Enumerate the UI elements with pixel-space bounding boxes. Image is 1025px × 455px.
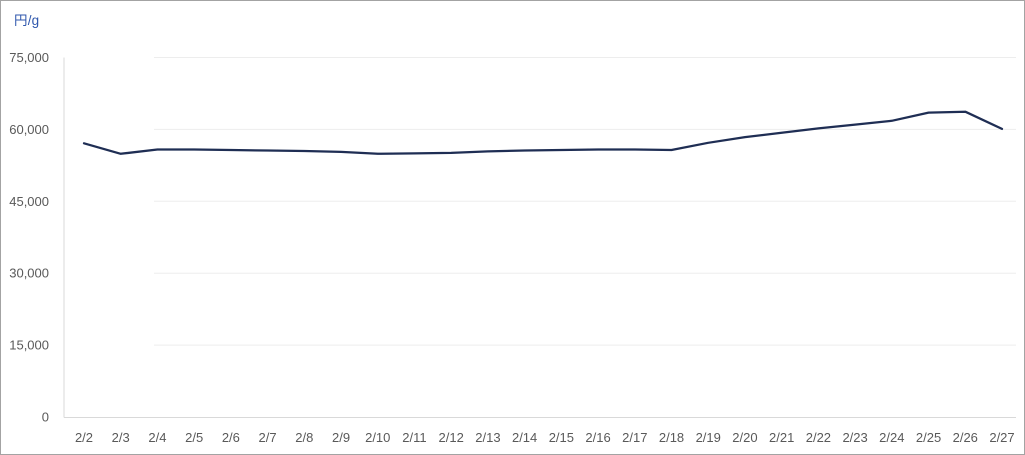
x-tick-label: 2/9 bbox=[332, 430, 350, 445]
x-tick-label: 2/8 bbox=[295, 430, 313, 445]
x-tick-label: 2/11 bbox=[402, 430, 426, 445]
x-tick-label: 2/21 bbox=[769, 430, 794, 445]
x-tick-label: 2/7 bbox=[259, 430, 277, 445]
x-tick-label: 2/22 bbox=[806, 430, 831, 445]
x-tick-label: 2/3 bbox=[112, 430, 130, 445]
x-tick-label: 2/25 bbox=[916, 430, 941, 445]
y-axis-unit-label: 円/g bbox=[14, 13, 40, 28]
x-tick-label: 2/5 bbox=[185, 430, 203, 445]
x-tick-label: 2/23 bbox=[842, 430, 867, 445]
x-tick-label: 2/4 bbox=[148, 430, 166, 445]
y-tick-label: 30,000 bbox=[9, 266, 49, 281]
x-tick-label: 2/6 bbox=[222, 430, 240, 445]
y-tick-label: 60,000 bbox=[9, 122, 49, 137]
price-line bbox=[82, 110, 1004, 155]
x-tick-label: 2/17 bbox=[622, 430, 647, 445]
x-tick-label: 2/2 bbox=[75, 430, 93, 445]
x-tick-label: 2/12 bbox=[439, 430, 464, 445]
y-tick-label: 15,000 bbox=[9, 338, 49, 353]
y-tick-label: 75,000 bbox=[9, 50, 49, 65]
y-tick-label: 0 bbox=[42, 410, 49, 425]
x-tick-label: 2/14 bbox=[512, 430, 537, 445]
x-tick-label: 2/19 bbox=[696, 430, 721, 445]
x-tick-label: 2/27 bbox=[989, 430, 1014, 445]
x-tick-label: 2/18 bbox=[659, 430, 684, 445]
y-tick-label: 45,000 bbox=[9, 194, 49, 209]
x-tick-label: 2/13 bbox=[475, 430, 500, 445]
x-tick-label: 2/20 bbox=[732, 430, 757, 445]
x-tick-label: 2/26 bbox=[953, 430, 978, 445]
x-tick-label: 2/24 bbox=[879, 430, 904, 445]
x-tick-label: 2/16 bbox=[585, 430, 610, 445]
x-tick-label: 2/10 bbox=[365, 430, 390, 445]
x-tick-label: 2/15 bbox=[549, 430, 574, 445]
